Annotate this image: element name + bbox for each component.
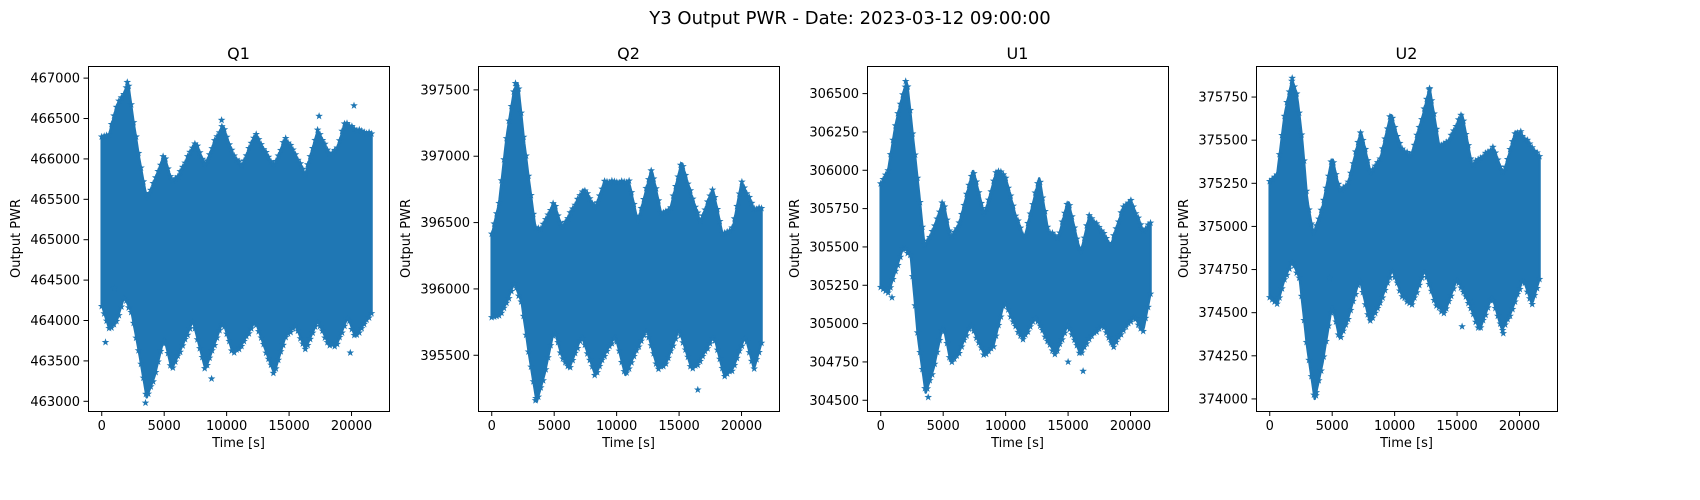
x-tick-label: 5000 xyxy=(538,419,571,434)
axes-frame xyxy=(1256,66,1558,412)
outlier-point xyxy=(101,338,110,346)
outlier-point xyxy=(694,385,702,394)
x-tick-label: 0 xyxy=(1266,419,1274,434)
y-tick-label: 306250 xyxy=(809,125,859,140)
axes-frame xyxy=(478,66,780,412)
outlier-point xyxy=(1499,329,1508,337)
y-tick-label: 374750 xyxy=(1198,263,1248,278)
x-tick-label: 20000 xyxy=(331,419,372,434)
y-axis-label: Output PWR xyxy=(788,199,803,278)
y-tick-label: 305250 xyxy=(809,279,859,294)
x-tick-label: 0 xyxy=(877,419,885,434)
x-tick-label: 20000 xyxy=(1110,419,1151,434)
data-series-points xyxy=(490,82,763,403)
y-tick-label: 395500 xyxy=(420,349,470,364)
y-tick-label: 463000 xyxy=(30,395,80,410)
y-tick-label: 397500 xyxy=(420,83,470,98)
y-tick-label: 305750 xyxy=(809,202,859,217)
x-tick-label: 15000 xyxy=(1047,419,1088,434)
y-tick-label: 466000 xyxy=(30,152,80,167)
data-point xyxy=(1528,300,1536,308)
x-tick-label: 10000 xyxy=(596,419,637,434)
y-tick-label: 465000 xyxy=(30,233,80,248)
subplot-q1: 0 5000 10000 15000 20000 463000 463500 464000 46… xyxy=(9,44,390,451)
axes-frame xyxy=(88,66,390,412)
subplot-title: U2 xyxy=(1396,44,1418,63)
y-tick-label: 396000 xyxy=(420,282,470,297)
x-tick-label: 20000 xyxy=(721,419,762,434)
y-tick-label: 397000 xyxy=(420,150,470,165)
y-axis-label: Output PWR xyxy=(399,199,414,278)
data-series-points xyxy=(879,81,1152,394)
outlier-point xyxy=(141,398,150,407)
x-tick-label: 10000 xyxy=(985,419,1026,434)
y-tick-label: 306500 xyxy=(809,87,859,102)
x-axis-label: Time [s] xyxy=(211,436,265,451)
x-axis-label: Time [s] xyxy=(990,436,1044,451)
axes-frame xyxy=(867,66,1169,412)
y-tick-label: 304750 xyxy=(809,355,859,370)
subplot-u2: 0 5000 10000 15000 20000 374000 374250 374500 37… xyxy=(1177,44,1558,451)
outlier-point xyxy=(315,112,323,120)
subplot-title: U1 xyxy=(1007,44,1029,63)
subplot-title: Q2 xyxy=(617,44,640,63)
outlier-point xyxy=(1458,322,1466,330)
subplot-q2: 0 5000 10000 15000 20000 395500 396000 396500 39… xyxy=(399,44,780,451)
y-tick-label: 463500 xyxy=(30,354,80,369)
data-series-points xyxy=(1268,78,1541,401)
y-axis-label: Output PWR xyxy=(9,199,24,278)
y-tick-label: 304500 xyxy=(809,394,859,409)
y-tick-label: 464500 xyxy=(30,274,80,289)
y-tick-label: 464000 xyxy=(30,314,80,329)
y-tick-label: 374000 xyxy=(1198,392,1248,407)
outlier-point xyxy=(350,101,358,109)
subplot-title: Q1 xyxy=(227,44,250,63)
y-tick-label: 375500 xyxy=(1198,134,1248,149)
x-tick-label: 5000 xyxy=(148,419,181,434)
y-tick-label: 465500 xyxy=(30,193,80,208)
outlier-point xyxy=(207,374,216,382)
y-tick-label: 374250 xyxy=(1198,349,1248,364)
subplot-u1: 0 5000 10000 15000 20000 304500 304750 305000 30… xyxy=(788,44,1169,451)
y-tick-label: 306000 xyxy=(809,164,859,179)
x-tick-label: 10000 xyxy=(1374,419,1415,434)
x-tick-label: 10000 xyxy=(206,419,247,434)
x-tick-label: 5000 xyxy=(927,419,960,434)
data-point xyxy=(750,364,758,372)
y-tick-label: 375750 xyxy=(1198,91,1248,106)
outlier-point xyxy=(1079,367,1087,375)
y-tick-label: 466500 xyxy=(30,112,80,127)
outlier-point xyxy=(1064,357,1072,366)
x-tick-label: 0 xyxy=(98,419,106,434)
figure-title: Y3 Output PWR - Date: 2023-03-12 09:00:0… xyxy=(648,8,1051,29)
y-axis-label: Output PWR xyxy=(1177,199,1192,278)
y-tick-label: 396500 xyxy=(420,216,470,231)
x-tick-label: 20000 xyxy=(1499,419,1540,434)
x-axis-label: Time [s] xyxy=(601,436,655,451)
x-axis-label: Time [s] xyxy=(1379,436,1433,451)
x-tick-label: 15000 xyxy=(268,419,309,434)
y-tick-label: 305500 xyxy=(809,240,859,255)
outlier-point xyxy=(924,393,932,401)
x-tick-label: 15000 xyxy=(658,419,699,434)
y-tick-label: 467000 xyxy=(30,72,80,87)
y-tick-label: 305000 xyxy=(809,317,859,332)
x-tick-label: 15000 xyxy=(1436,419,1477,434)
x-tick-label: 0 xyxy=(488,419,496,434)
y-tick-label: 374500 xyxy=(1198,306,1248,321)
x-tick-label: 5000 xyxy=(1316,419,1349,434)
outlier-point xyxy=(217,116,226,124)
outlier-point xyxy=(346,348,355,357)
y-tick-label: 375250 xyxy=(1198,177,1248,192)
y-tick-label: 375000 xyxy=(1198,220,1248,235)
